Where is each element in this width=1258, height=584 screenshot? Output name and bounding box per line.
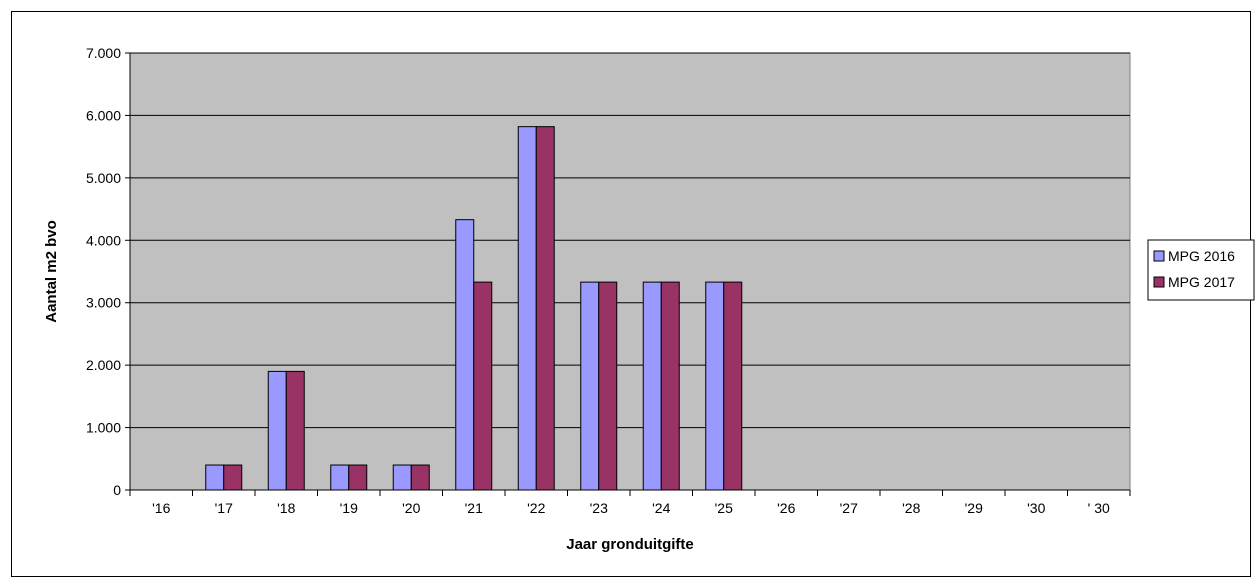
bar bbox=[392, 464, 412, 491]
x-tick-label: '16 bbox=[152, 500, 170, 516]
legend-swatch bbox=[1153, 276, 1165, 288]
y-tick-label: 2.000 bbox=[86, 357, 121, 373]
bar bbox=[473, 281, 493, 491]
legend: MPG 2016 MPG 2017 bbox=[1147, 239, 1255, 301]
bar bbox=[705, 281, 725, 491]
x-tick-label: '19 bbox=[340, 500, 358, 516]
x-tick-label: '23 bbox=[590, 500, 608, 516]
x-tick-label: '30 bbox=[1027, 500, 1045, 516]
y-tick-label: 4.000 bbox=[86, 232, 121, 248]
bar bbox=[223, 464, 243, 491]
y-tick-label: 6.000 bbox=[86, 107, 121, 123]
x-axis-title: Jaar gronduitgifte bbox=[566, 536, 694, 553]
x-tick-label: '24 bbox=[652, 500, 670, 516]
x-tick-label: '22 bbox=[527, 500, 545, 516]
bar bbox=[723, 281, 743, 491]
axes bbox=[125, 52, 1131, 496]
bar bbox=[330, 464, 350, 491]
y-tick-label: 7.000 bbox=[86, 45, 121, 61]
bar bbox=[642, 281, 662, 491]
bar bbox=[598, 281, 618, 491]
bar bbox=[660, 281, 680, 491]
bar bbox=[267, 370, 287, 491]
bars bbox=[205, 126, 743, 491]
x-tick-label: '26 bbox=[777, 500, 795, 516]
bar bbox=[535, 126, 555, 491]
y-tick-labels: 0 1.000 2.000 3.000 4.000 5.000 6.000 7.000 bbox=[86, 45, 121, 498]
x-tick-label: ' 30 bbox=[1088, 500, 1110, 516]
y-tick-label: 1.000 bbox=[86, 420, 121, 436]
legend-label: MPG 2016 bbox=[1168, 248, 1235, 264]
legend-swatch bbox=[1153, 250, 1165, 262]
x-tick-labels: '16 '17 '18 '19 '20 '21 '22 '23 '24 '25 '26 '27 '28 '… bbox=[152, 500, 1110, 516]
x-tick-label: '17 bbox=[215, 500, 233, 516]
bar bbox=[205, 464, 225, 491]
x-tick-label: '29 bbox=[965, 500, 983, 516]
x-tick-label: '25 bbox=[715, 500, 733, 516]
x-tick-label: '27 bbox=[840, 500, 858, 516]
x-tick-label: '21 bbox=[465, 500, 483, 516]
legend-box bbox=[1147, 239, 1255, 301]
y-tick-label: 0 bbox=[113, 482, 121, 498]
y-axis-title: Aantal m2 bvo bbox=[43, 220, 60, 323]
x-tick-label: '28 bbox=[902, 500, 920, 516]
bar bbox=[455, 219, 475, 491]
x-tick-label: '20 bbox=[402, 500, 420, 516]
gridlines bbox=[130, 52, 1130, 429]
bar bbox=[285, 370, 305, 491]
bar bbox=[410, 464, 430, 491]
bar bbox=[517, 126, 537, 491]
bar bbox=[580, 281, 600, 491]
legend-label: MPG 2017 bbox=[1168, 274, 1235, 290]
y-tick-label: 5.000 bbox=[86, 170, 121, 186]
x-tick-label: '18 bbox=[277, 500, 295, 516]
y-tick-label: 3.000 bbox=[86, 295, 121, 311]
bar bbox=[348, 464, 368, 491]
